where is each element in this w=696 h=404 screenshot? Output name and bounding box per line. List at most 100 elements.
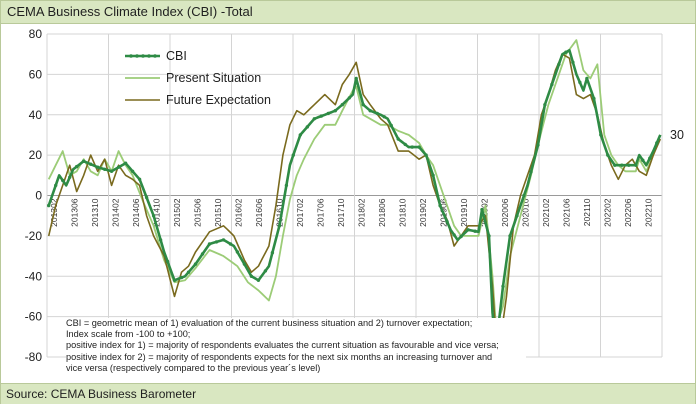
x-tick-label: 201902: [418, 198, 428, 227]
cbi-point: [648, 156, 652, 160]
cbi-point: [550, 82, 554, 87]
cbi-point: [613, 163, 617, 167]
cbi-point: [242, 262, 247, 266]
x-tick-label: 201706: [315, 198, 325, 227]
cbi-point: [410, 145, 414, 149]
note-line: vice versa (respectively compared to the…: [66, 362, 321, 373]
cbi-point: [564, 50, 568, 54]
cbi-point: [655, 141, 659, 145]
cbi-point: [319, 114, 323, 118]
cbi-point: [291, 153, 295, 157]
cbi-point: [47, 203, 51, 208]
cbi-point: [606, 153, 610, 157]
cbi-point: [501, 284, 505, 288]
x-tick-label: 202010: [520, 198, 530, 227]
y-tick-label: -20: [25, 229, 43, 243]
cbi-point: [235, 250, 240, 254]
y-tick-label: 40: [29, 108, 43, 122]
x-tick-label: 201310: [90, 198, 100, 227]
cbi-point: [424, 153, 428, 157]
cbi-point: [172, 278, 177, 282]
note-line: positive index for 2) = majority of resp…: [66, 351, 493, 362]
cbi-point: [354, 76, 358, 81]
note-line: positive index for 1) = majority of resp…: [66, 340, 499, 351]
cbi-point: [536, 143, 540, 147]
title-bar: CEMA Business Climate Index (CBI) -Total: [1, 1, 695, 24]
cbi-point: [585, 76, 589, 81]
cbi-line: [47, 48, 662, 349]
cbi-point: [109, 169, 114, 173]
x-tick-label: 202102: [541, 198, 551, 227]
y-tick-label: 60: [29, 67, 43, 81]
cbi-point: [522, 193, 526, 198]
cbi-point: [438, 203, 442, 208]
y-tick-label: -40: [25, 269, 43, 283]
cbi-point: [298, 133, 302, 137]
cbi-point: [96, 165, 100, 169]
x-tick-label: 201806: [377, 198, 387, 227]
cbi-point: [151, 214, 156, 218]
cbi-point: [256, 278, 261, 282]
cbi-point: [445, 220, 449, 224]
cbi-point: [431, 173, 435, 177]
legend-marker: [147, 54, 151, 58]
cbi-point: [368, 109, 372, 113]
cbi-point: [144, 195, 149, 200]
x-tick-label: 202006: [500, 198, 510, 227]
note-line: Index scale from -100 to +100;: [66, 329, 191, 340]
source-text: Source: CEMA Business Barometer: [6, 387, 197, 401]
y-tick-label: -60: [25, 310, 43, 324]
legend-marker: [141, 54, 145, 58]
cbi-point: [543, 103, 547, 107]
x-tick-label: 201910: [459, 198, 469, 227]
x-tick-label: 201502: [172, 198, 182, 227]
x-tick-label: 201306: [69, 198, 79, 227]
cbi-point: [263, 269, 268, 273]
cbi-point: [403, 142, 407, 147]
legend-present-situation-label: Present Situation: [166, 71, 261, 85]
cbi-point: [466, 228, 470, 232]
cbi-point: [627, 163, 631, 167]
cbi-point: [207, 242, 212, 246]
cbi-point: [193, 262, 198, 266]
cbi-point: [103, 167, 107, 171]
cbi-point: [75, 164, 79, 169]
cbi-point: [361, 103, 365, 107]
methodology-note: CBI = geometric mean of 1) evaluation of…: [66, 318, 526, 378]
cbi-point: [599, 133, 603, 137]
note-line: CBI = geometric mean of 1) evaluation of…: [66, 318, 473, 328]
cbi-point: [578, 80, 582, 85]
cbi-point: [179, 275, 184, 280]
cbi-point: [634, 163, 638, 167]
cbi-point: [347, 96, 351, 100]
cbi-point: [571, 60, 575, 64]
x-tick-label: 201406: [131, 198, 141, 227]
chart-title: CEMA Business Climate Index (CBI) -Total: [7, 4, 253, 19]
cbi-point: [333, 109, 337, 113]
x-tick-label: 201810: [397, 198, 407, 227]
cbi-point: [221, 238, 226, 242]
x-tick-label: 201710: [336, 198, 346, 227]
legend-marker: [153, 54, 157, 58]
y-tick-label: 20: [29, 148, 43, 162]
cbi-point: [54, 183, 58, 188]
cbi-point: [620, 163, 624, 167]
x-tick-label: 201606: [254, 198, 264, 227]
x-tick-label: 202106: [561, 198, 571, 227]
cbi-point: [557, 62, 561, 66]
cbi-point: [165, 259, 170, 264]
legend-cbi-label: CBI: [166, 49, 187, 63]
cbi-point: [515, 214, 519, 218]
cbi-point: [326, 111, 330, 116]
y-tick-label: -80: [25, 350, 43, 364]
cbi-point: [89, 162, 93, 166]
cbi-point: [123, 161, 128, 165]
x-tick-label: 202210: [643, 198, 653, 227]
cbi-point: [200, 252, 205, 256]
cbi-point: [130, 169, 135, 173]
source-bar: Source: CEMA Business Barometer: [1, 383, 695, 404]
cbi-point: [592, 96, 596, 101]
cbi-point: [382, 115, 386, 119]
cbi-point: [473, 229, 477, 233]
cbi-point: [417, 145, 421, 149]
